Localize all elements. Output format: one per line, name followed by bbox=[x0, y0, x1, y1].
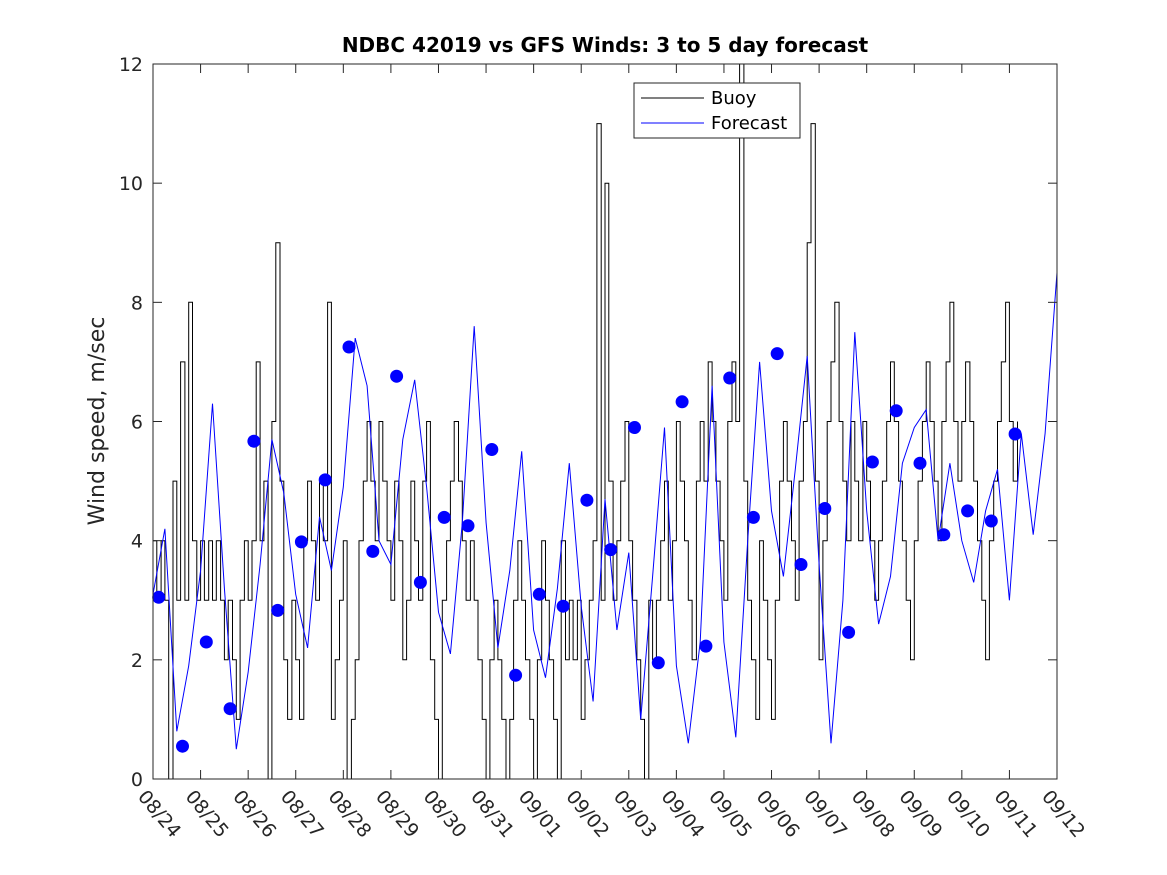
forecast-marker bbox=[818, 502, 832, 515]
forecast-marker bbox=[580, 493, 594, 507]
forecast-marker bbox=[223, 702, 237, 716]
legend: Buoy Forecast bbox=[633, 82, 801, 139]
forecast-marker bbox=[390, 369, 404, 383]
y-tick-label: 4 bbox=[131, 531, 143, 553]
forecast-marker bbox=[889, 404, 903, 418]
forecast-marker bbox=[1008, 427, 1022, 441]
forecast-marker bbox=[723, 371, 737, 385]
forecast-marker bbox=[413, 575, 427, 589]
forecast-series-line bbox=[152, 272, 1058, 750]
forecast-marker bbox=[604, 543, 618, 557]
forecast-marker bbox=[984, 514, 998, 528]
forecast-marker bbox=[556, 599, 570, 613]
y-tick-label: 2 bbox=[131, 650, 143, 672]
y-tick-label: 0 bbox=[131, 769, 143, 791]
forecast-marker bbox=[675, 395, 689, 409]
legend-buoy-label: Buoy bbox=[711, 88, 757, 109]
legend-box bbox=[633, 82, 801, 139]
forecast-marker bbox=[628, 421, 641, 434]
forecast-marker bbox=[913, 456, 927, 470]
forecast-marker bbox=[271, 603, 285, 617]
forecast-marker bbox=[485, 443, 499, 456]
forecast-marker bbox=[651, 656, 665, 670]
forecast-marker bbox=[770, 347, 784, 361]
forecast-marker bbox=[318, 473, 332, 487]
series-layer bbox=[152, 63, 1058, 780]
forecast-marker bbox=[842, 625, 856, 639]
y-tick-label: 6 bbox=[131, 412, 143, 434]
forecast-marker bbox=[509, 668, 523, 682]
forecast-marker bbox=[746, 510, 760, 524]
forecast-marker bbox=[176, 739, 189, 753]
forecast-marker bbox=[865, 455, 879, 469]
forecast-marker bbox=[247, 434, 261, 448]
legend-forecast-label: Forecast bbox=[711, 113, 787, 134]
buoy-series-line bbox=[153, 63, 1018, 780]
forecast-marker bbox=[937, 528, 951, 542]
forecast-marker bbox=[152, 590, 166, 604]
forecast-marker bbox=[437, 510, 451, 524]
y-tick-label: 12 bbox=[119, 54, 143, 76]
y-tick-label: 8 bbox=[131, 292, 143, 314]
forecast-marker bbox=[342, 340, 356, 354]
forecast-marker bbox=[794, 558, 808, 571]
forecast-marker bbox=[532, 587, 546, 601]
forecast-marker bbox=[294, 535, 308, 549]
forecast-marker bbox=[461, 519, 475, 533]
y-tick-label: 10 bbox=[119, 173, 143, 195]
chart-title: NDBC 42019 vs GFS Winds: 3 to 5 day fore… bbox=[342, 33, 869, 57]
forecast-marker bbox=[199, 635, 213, 649]
forecast-marker bbox=[699, 639, 713, 653]
forecast-marker bbox=[961, 504, 975, 518]
y-axis-label: Wind speed, m/sec bbox=[85, 317, 110, 526]
forecast-marker bbox=[366, 544, 380, 558]
